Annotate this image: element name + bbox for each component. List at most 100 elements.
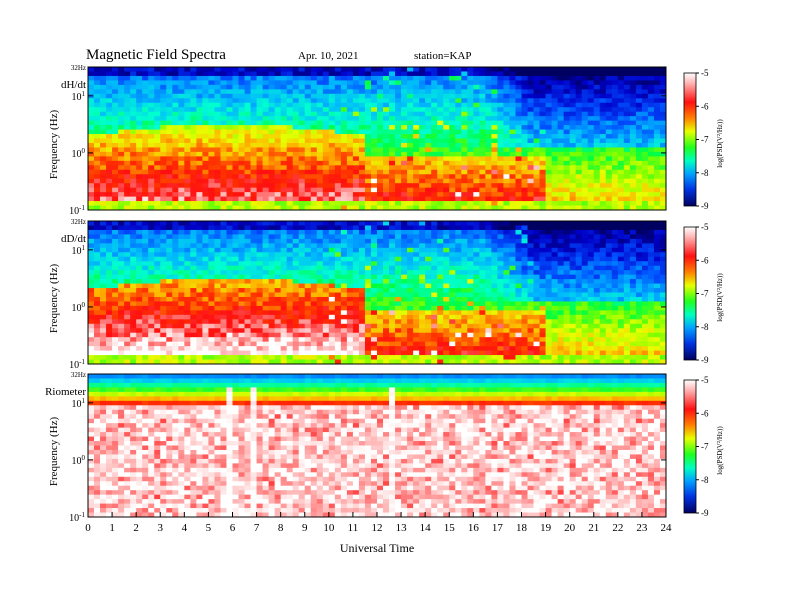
heatmap-cell: [100, 178, 107, 184]
heatmap-cell: [449, 89, 456, 95]
heatmap-cell: [88, 125, 95, 130]
heatmap-cell: [286, 129, 294, 135]
heatmap-cell: [220, 296, 227, 302]
heatmap-cell: [389, 247, 396, 253]
heatmap-cell: [118, 84, 125, 90]
heatmap-cell: [322, 156, 330, 162]
heatmap-cell: [262, 138, 270, 144]
heatmap-cell: [364, 359, 372, 365]
heatmap-cell: [118, 111, 125, 117]
heatmap-cell: [262, 71, 270, 77]
heatmap-cell: [395, 292, 402, 298]
heatmap-cell: [94, 67, 101, 72]
heatmap-cell: [94, 71, 101, 77]
heatmap-cell: [563, 147, 571, 153]
heatmap-cell: [419, 187, 426, 193]
heatmap-cell: [274, 332, 282, 338]
heatmap-cell: [112, 323, 119, 329]
heatmap-cell: [118, 183, 125, 189]
heatmap-cell: [401, 323, 408, 329]
heatmap-cell: [304, 270, 312, 276]
heatmap-cell: [431, 183, 438, 189]
heatmap-cell: [623, 151, 631, 157]
heatmap-cell: [358, 337, 366, 343]
heatmap-cell: [629, 187, 637, 193]
heatmap-cell: [196, 256, 203, 262]
heatmap-cell: [605, 178, 613, 184]
heatmap-cell: [401, 310, 408, 316]
heatmap-cell: [413, 183, 420, 189]
heatmap-cell: [599, 129, 607, 135]
heatmap-cell: [298, 341, 306, 347]
heatmap-cell: [455, 142, 462, 148]
heatmap-cell: [106, 252, 113, 258]
heatmap-cell: [467, 165, 474, 171]
heatmap-cell: [118, 147, 125, 153]
heatmap-cell: [389, 314, 396, 320]
heatmap-cell: [316, 192, 324, 197]
heatmap-cell: [118, 283, 125, 289]
heatmap-cell: [118, 107, 125, 113]
heatmap-cell: [401, 337, 408, 343]
heatmap-cell: [557, 111, 565, 117]
heatmap-cell: [142, 310, 149, 316]
heatmap-cell: [124, 310, 131, 316]
heatmap-cell: [298, 89, 306, 95]
heatmap-cell: [461, 187, 468, 193]
heatmap-cell: [88, 147, 95, 153]
heatmap-cell: [184, 129, 191, 135]
heatmap-cell: [437, 183, 444, 189]
heatmap-cell: [178, 301, 185, 307]
heatmap-cell: [88, 229, 95, 235]
heatmap-cell: [172, 125, 179, 130]
heatmap-cell: [328, 196, 336, 202]
heatmap-cell: [286, 98, 294, 104]
heatmap-cell: [521, 142, 528, 148]
heatmap-cell: [232, 89, 239, 95]
heatmap-cell: [154, 178, 161, 184]
heatmap-cell: [358, 350, 366, 356]
heatmap-cell: [611, 205, 619, 211]
heatmap-cell: [112, 288, 119, 293]
heatmap-cell: [340, 84, 348, 90]
heatmap-cell: [328, 310, 336, 316]
heatmap-cell: [292, 323, 300, 329]
heatmap-cell: [280, 102, 288, 108]
heatmap-cell: [659, 120, 667, 126]
heatmap-cell: [653, 156, 661, 162]
heatmap-cell: [310, 328, 318, 334]
heatmap-cell: [629, 80, 637, 86]
heatmap-cell: [599, 89, 607, 95]
heatmap-cell: [352, 337, 360, 343]
heatmap-cell: [557, 183, 565, 189]
heatmap-cell: [395, 221, 402, 226]
heatmap-cell: [539, 129, 546, 135]
heatmap-cell: [425, 80, 432, 86]
heatmap-cell: [358, 111, 366, 117]
heatmap-cell: [539, 160, 546, 166]
heatmap-cell: [515, 129, 522, 135]
heatmap-cell: [599, 80, 607, 86]
heatmap-cell: [539, 89, 546, 95]
top-frequency-label: 32Hz: [71, 64, 86, 72]
heatmap-cell: [485, 67, 492, 72]
heatmap-cell: [503, 178, 510, 184]
heatmap-cell: [88, 301, 95, 307]
heatmap-cell: [551, 201, 559, 206]
heatmap-cell: [653, 116, 661, 122]
heatmap-cell: [136, 102, 143, 108]
heatmap-cell: [497, 151, 504, 157]
heatmap-cell: [461, 192, 468, 197]
heatmap-cell: [190, 274, 197, 280]
heatmap-cell: [196, 238, 203, 244]
heatmap-cell: [647, 174, 655, 180]
heatmap-cell: [298, 288, 306, 293]
heatmap-cell: [226, 147, 233, 153]
heatmap-cell: [473, 125, 480, 130]
heatmap-cell: [364, 252, 372, 258]
heatmap-cell: [316, 138, 324, 144]
heatmap-cell: [635, 107, 643, 113]
heatmap-cell: [653, 183, 661, 189]
heatmap-cell: [268, 151, 276, 157]
heatmap-cell: [202, 71, 209, 77]
